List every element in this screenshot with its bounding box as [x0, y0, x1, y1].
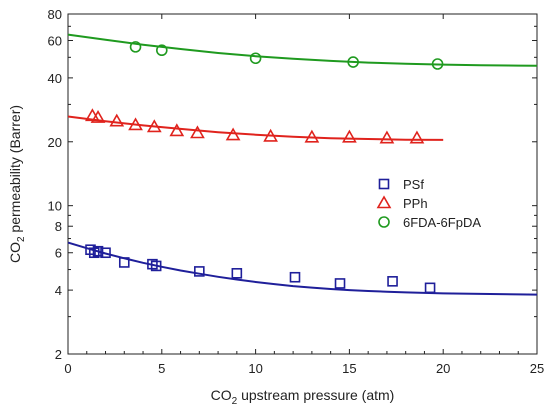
y-axis-title: CO2 permeability (Barrer) — [7, 105, 27, 263]
data-point-psf — [92, 245, 104, 257]
data-point-6fda-6fpda — [431, 58, 444, 70]
data-point-pph — [146, 119, 162, 133]
x-axis-title-main: CO — [211, 387, 232, 403]
data-markers — [85, 41, 444, 294]
fit-curve-pph — [67, 115, 444, 141]
data-point-psf — [334, 278, 346, 289]
y-tick-label: 60 — [48, 34, 62, 49]
data-point-psf — [424, 282, 436, 294]
y-tick-label: 4 — [55, 283, 62, 298]
fit-curve-psf — [67, 241, 538, 296]
data-point-pph — [263, 128, 278, 142]
y-tick-label: 6 — [55, 246, 62, 261]
data-point-pph — [225, 127, 241, 141]
legend-marker-pph — [376, 195, 392, 209]
data-point-pph — [169, 123, 185, 137]
fit-curve-6fda-6fpda — [67, 33, 538, 67]
y-axis-title-rest: permeability (Barrer) — [7, 105, 23, 236]
y-tick-label: 40 — [48, 71, 62, 86]
data-point-6fda-6fpda — [347, 56, 359, 68]
legend-marker-psf — [378, 178, 390, 190]
data-point-pph — [409, 130, 425, 144]
data-point-psf — [387, 276, 398, 287]
y-tick-label: 8 — [55, 219, 62, 234]
y-tick-label: 10 — [48, 199, 62, 214]
y-axis-title-main: CO — [7, 242, 23, 263]
legend-label-pph: PPh — [403, 196, 428, 211]
x-tick-label: 10 — [248, 361, 262, 376]
data-point-psf — [150, 260, 162, 272]
x-tick-label: 15 — [342, 361, 356, 376]
legend-label-6fda-6fpda: 6FDA-6FpDA — [403, 215, 481, 230]
x-axis-title-sub: 2 — [232, 396, 238, 407]
data-point-psf — [194, 266, 205, 277]
x-axis-title: CO2 upstream pressure (atm) — [211, 387, 395, 407]
data-point-psf — [118, 257, 130, 268]
data-point-pph — [90, 109, 106, 123]
data-point-psf — [289, 271, 301, 283]
x-tick-label: 20 — [436, 361, 450, 376]
data-point-pph — [304, 129, 320, 143]
data-point-6fda-6fpda — [249, 52, 262, 65]
y-axis-title-sub: 2 — [16, 236, 27, 242]
legend-marker-6fda-6fpda — [378, 216, 390, 228]
x-tick-label: 0 — [64, 361, 71, 376]
y-axis: 2 4 6 8 10 20 40 60 80 — [48, 7, 537, 362]
data-point-6fda-6fpda — [156, 44, 168, 57]
data-point-psf — [100, 247, 111, 259]
y-tick-label: 80 — [48, 7, 62, 22]
data-point-pph — [190, 125, 205, 139]
data-point-pph — [379, 130, 395, 144]
y-tick-label: 20 — [48, 135, 62, 150]
data-point-pph — [128, 117, 143, 131]
fit-curves — [67, 33, 538, 296]
x-axis: 0 5 10 15 20 25 — [64, 14, 544, 376]
data-point-6fda-6fpda — [129, 41, 142, 53]
y-tick-label: 2 — [55, 347, 62, 362]
plot-frame-group — [67, 13, 538, 355]
data-point-pph — [109, 113, 125, 127]
data-point-psf — [231, 268, 243, 279]
plot-frame — [67, 13, 538, 355]
legend: PSf PPh 6FDA-6FpDA — [376, 177, 481, 230]
x-axis-title-rest: upstream pressure (atm) — [237, 387, 394, 403]
x-tick-label: 25 — [530, 361, 544, 376]
data-point-pph — [342, 129, 357, 143]
x-tick-label: 5 — [158, 361, 165, 376]
legend-label-psf: PSf — [403, 177, 424, 192]
